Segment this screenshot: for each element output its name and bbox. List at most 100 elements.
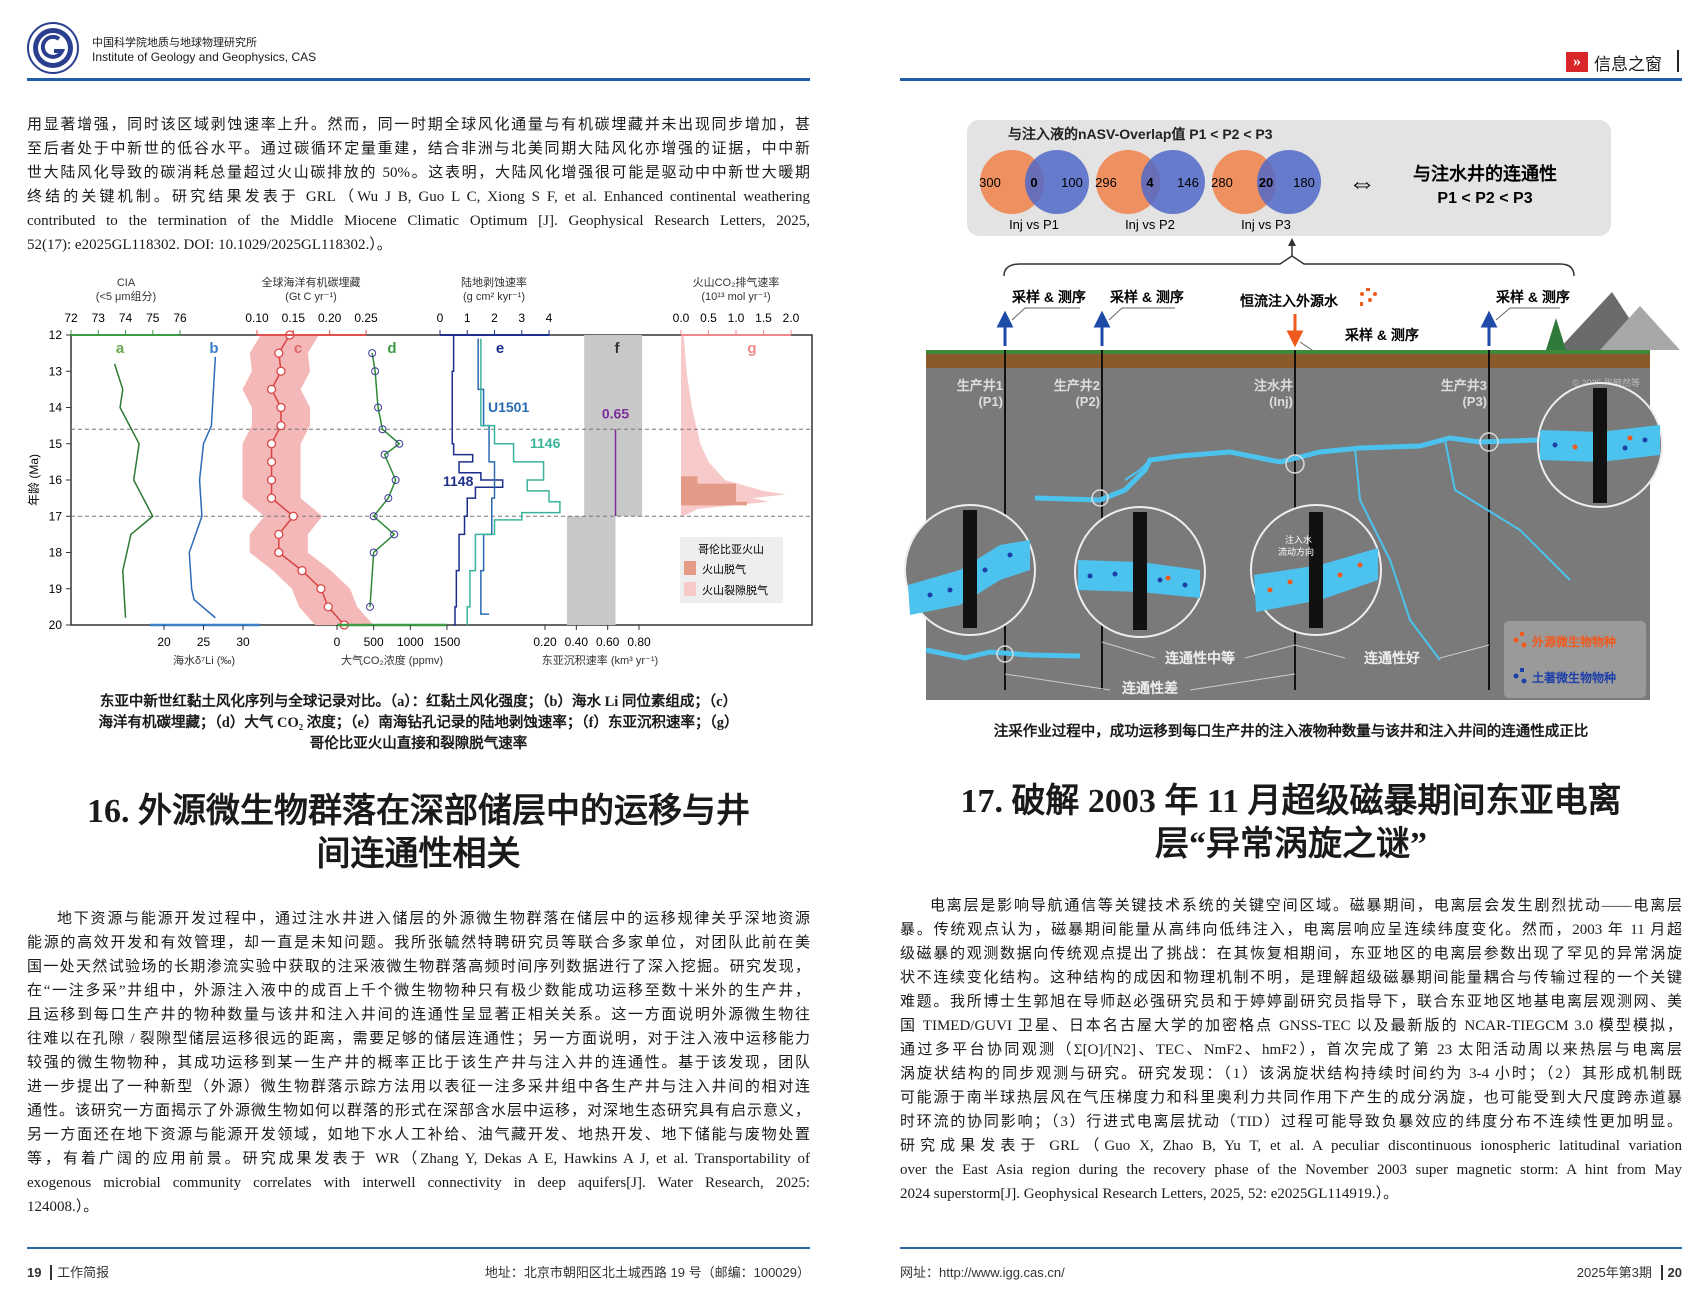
zoom-circle-inj: 注入水 流动方向: [1250, 504, 1382, 636]
top-axis-title: 全球海洋有机碳埋藏: [262, 275, 361, 289]
zoom-circle-p1: [904, 504, 1036, 636]
y-tick-label: 14: [49, 401, 63, 415]
text-line: 进一步提出了一种新型（外源）微生物群落示踪方法用以表征一注多采井组中各生产井与注…: [27, 1079, 810, 1095]
downward-arrow-icon: [1286, 314, 1304, 348]
top-tick-label: 1: [464, 311, 471, 325]
top-tick-label: 0: [437, 311, 444, 325]
text-line: 52(17): e2025GL118302. DOI: 10.1029/2025…: [27, 237, 392, 253]
legend-swatch: [684, 561, 696, 575]
bottom-axis-title: 海水δ⁷Li (‰): [173, 653, 235, 667]
top-axis-unit: (Gt C yr⁻¹): [285, 291, 337, 303]
e-1148-label: 1148: [443, 473, 474, 489]
top-axis-title: CIA: [117, 277, 136, 289]
text-line: 用显著增强，同时该区域剥蚀速率上升。然而，同一时期全球风化通量与有机碳埋藏并未出…: [27, 117, 810, 133]
mountain-icon: [1600, 306, 1680, 350]
e-1148-curve: [451, 335, 504, 626]
bottom-tick-label: 30: [236, 635, 250, 649]
header-divider: [900, 78, 1682, 81]
text-line: 电离层是影响导航通信等关键技术系统的关键空间区域。磁暴期间，电离层会发生剧烈扰动…: [930, 898, 1682, 914]
footer-website[interactable]: 网址：http://www.igg.cas.cn/: [900, 1265, 1065, 1280]
venn-2: 296 4 146 Inj vs P2: [1095, 150, 1205, 232]
svg-text:(Inj): (Inj): [1269, 394, 1293, 409]
legend-box: [680, 537, 783, 603]
legend-title: 哥伦比亚火山: [698, 542, 764, 556]
d-data-point: [365, 602, 374, 611]
page-number: 20: [1667, 1265, 1682, 1280]
y-tick-label: 13: [49, 364, 63, 378]
bottom-tick-label: 1000: [397, 635, 424, 649]
top-tick-label: 2.0: [783, 311, 800, 325]
footer-divider: [27, 1247, 810, 1249]
d-data-point: [369, 548, 378, 557]
top-tick-label: 2: [491, 311, 498, 325]
figure-caption: 注采作业过程中，成功运移到每口生产井的注入液物种数量与该井和注入井间的连通性成正…: [993, 724, 1589, 740]
text-line: 东亚中新世红黏土风化序列与全球记录对比。（a）：红黏土风化强度；（b）海水 Li…: [99, 694, 738, 710]
svg-text:280: 280: [1211, 175, 1233, 190]
b-lithium-curve: [188, 356, 217, 619]
top-tick-label: 1.0: [728, 311, 745, 325]
panel-letter-d: d: [387, 340, 396, 357]
title-line: 层“异常涡旋之谜”: [1155, 826, 1427, 863]
svg-text:Inj vs P3: Inj vs P3: [1241, 217, 1291, 232]
panel-letter-g: g: [747, 340, 756, 357]
svg-text:采样 & 测序: 采样 & 测序: [1109, 289, 1184, 305]
svg-text:(P3): (P3): [1462, 394, 1487, 409]
f-band-upper: [584, 335, 643, 517]
top-axis-title: 陆地剥蚀速率: [461, 275, 527, 289]
text-line: 国 TIMED/GUVI 卫星、日本名古屋大学的加密格点 GNSS-TEC 以及…: [900, 1018, 1682, 1034]
top-axis-unit: (10¹³ mol yr⁻¹): [701, 291, 770, 303]
top-tick-label: 75: [146, 311, 160, 325]
diagram-legend: [1504, 621, 1646, 698]
c-uncertainty-band: [242, 335, 374, 625]
connectivity-good-label: 连通性好: [1364, 650, 1420, 666]
legend-item: 火山脱气: [702, 562, 746, 576]
text-line: over the East Asia region during the rec…: [900, 1162, 1682, 1178]
grass-strip: [926, 350, 1650, 354]
top-tick-label: 73: [92, 311, 106, 325]
org-name-en: Institute of Geology and Geophysics, CAS: [92, 50, 317, 64]
text-line: 2024 superstorm[J]. Geophysical Research…: [900, 1186, 1399, 1202]
article-17-title: 17. 破解 2003 年 11 月超级磁暴期间东亚电离 层“异常涡旋之谜”: [900, 780, 1682, 866]
c-data-point: [266, 457, 277, 467]
c-data-point: [274, 348, 284, 358]
fracture-network: [925, 435, 1571, 661]
exogenous-species-icon: [1513, 632, 1527, 648]
svg-text:Inj vs P1: Inj vs P1: [1009, 217, 1059, 232]
title-line: 16. 外源微生物群落在深部储层中的运移与井: [87, 793, 750, 830]
bottom-axis-title: 大气CO₂浓度 (ppmv): [341, 653, 443, 667]
c-data-point: [274, 547, 284, 558]
zoom-circle-p3: [1537, 382, 1663, 508]
panel-letter-f: f: [615, 340, 621, 357]
top-tick-label: 0.15: [282, 311, 306, 325]
text-line: 暴。传统观点认为，磁暴期间能量从高纬向低纬注入，电离层响应呈连续纬度变化。然而，…: [900, 922, 1682, 938]
g-rift-degassing-area: [681, 335, 786, 517]
top-tick-label: 0.0: [673, 311, 690, 325]
d-data-point: [368, 349, 377, 358]
d-data-point: [374, 403, 383, 412]
bottom-tick-label: 0.20: [533, 635, 557, 649]
panel-letter-c: c: [294, 340, 302, 357]
connectivity-poor-label: 连通性差: [1122, 680, 1178, 696]
bottom-tick-label: 1500: [434, 635, 461, 649]
indigenous-species-icon: [1513, 668, 1527, 684]
text-line: 可能源于南半球热层风在气压梯度力和科里奥利力共同作用下产生的成分涡旋，也可能受到…: [900, 1090, 1682, 1106]
well-p3-label: 生产井3: [1441, 378, 1487, 393]
text-line: 在“一注多采”井组中，外源注入液中的成百上千个微生物物种只有极少数能成功运移至数…: [27, 983, 810, 999]
title-line: 17. 破解 2003 年 11 月超级磁暴期间东亚电离: [960, 783, 1622, 820]
svg-text:采样 & 测序: 采样 & 测序: [1011, 289, 1086, 305]
svg-text:外源微生物物种: 外源微生物物种: [1532, 634, 1616, 649]
svg-text:(P1): (P1): [978, 394, 1003, 409]
svg-text:注入水: 注入水: [1285, 534, 1312, 545]
svg-text:P1 < P2 < P3: P1 < P2 < P3: [1437, 190, 1532, 207]
top-tick-label: 3: [518, 311, 525, 325]
y-tick-label: 18: [49, 546, 63, 560]
svg-text:300: 300: [979, 175, 1001, 190]
c-data-point: [266, 384, 277, 395]
text-line: 往难以在孔隙 / 裂隙型储层运移很远的距离，需要足够的储层连通性；另一方面说明，…: [27, 1031, 810, 1047]
text-line: 难题。我所博士生郭旭在导师赵必强研究员和于婷婷副研究员指导下，联合东亚地区地基电…: [900, 994, 1682, 1010]
exogenous-microbes: [1165, 435, 1633, 593]
bottom-axis-title: 东亚沉积速率 (km³ yr⁻¹): [542, 653, 658, 667]
top-tick-label: 0.5: [700, 311, 717, 325]
venn-3: 280 20 180 Inj vs P3: [1211, 150, 1321, 232]
